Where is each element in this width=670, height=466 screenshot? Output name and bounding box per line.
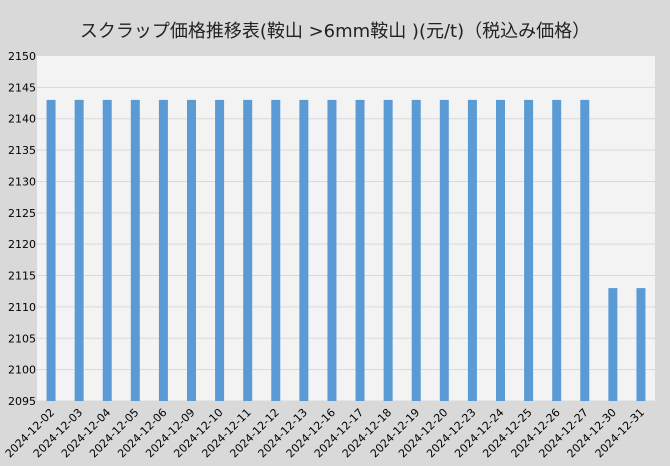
bar: [74, 99, 84, 401]
y-tick-label: 2125: [8, 207, 36, 220]
y-tick-label: 2095: [8, 395, 36, 408]
bar: [327, 99, 337, 401]
y-tick-label: 2105: [8, 332, 36, 345]
bar: [271, 99, 281, 401]
bar: [636, 288, 646, 401]
y-tick-label: 2140: [8, 113, 36, 126]
y-tick-label: 2115: [8, 270, 36, 283]
bar: [467, 99, 477, 401]
y-tick-label: 2145: [8, 81, 36, 94]
bar: [524, 99, 534, 401]
bar: [215, 99, 225, 401]
bar: [46, 99, 56, 401]
bar: [580, 99, 590, 401]
bar: [187, 99, 196, 401]
bar: [243, 99, 253, 401]
chart-title: スクラップ価格推移表(鞍山 >6mm鞍山 )(元/t)（税込み価格）: [80, 21, 590, 42]
bar: [158, 99, 168, 401]
bar: [102, 99, 112, 401]
bar: [411, 99, 421, 401]
bar: [355, 99, 365, 401]
bar: [383, 99, 393, 401]
y-tick-label: 2120: [8, 238, 36, 251]
y-tick-label: 2130: [8, 175, 36, 188]
bar: [552, 99, 562, 401]
bar: [130, 99, 140, 401]
y-tick-label: 2135: [8, 144, 36, 157]
bar: [496, 99, 505, 401]
bar: [608, 288, 618, 401]
x-axis: 2024-12-022024-12-032024-12-042024-12-05…: [3, 406, 647, 460]
bar: [439, 99, 449, 401]
bars: [46, 99, 646, 401]
gridlines: [37, 86, 655, 402]
y-tick-label: 2150: [8, 50, 36, 63]
bar: [299, 99, 309, 401]
y-axis: 2095 2100 2105 2110 2115 2120 2125 2130 2135 2140…: [8, 50, 36, 408]
y-tick-label: 2110: [8, 301, 36, 314]
y-tick-label: 2100: [8, 364, 36, 377]
plot-area: [37, 56, 655, 401]
